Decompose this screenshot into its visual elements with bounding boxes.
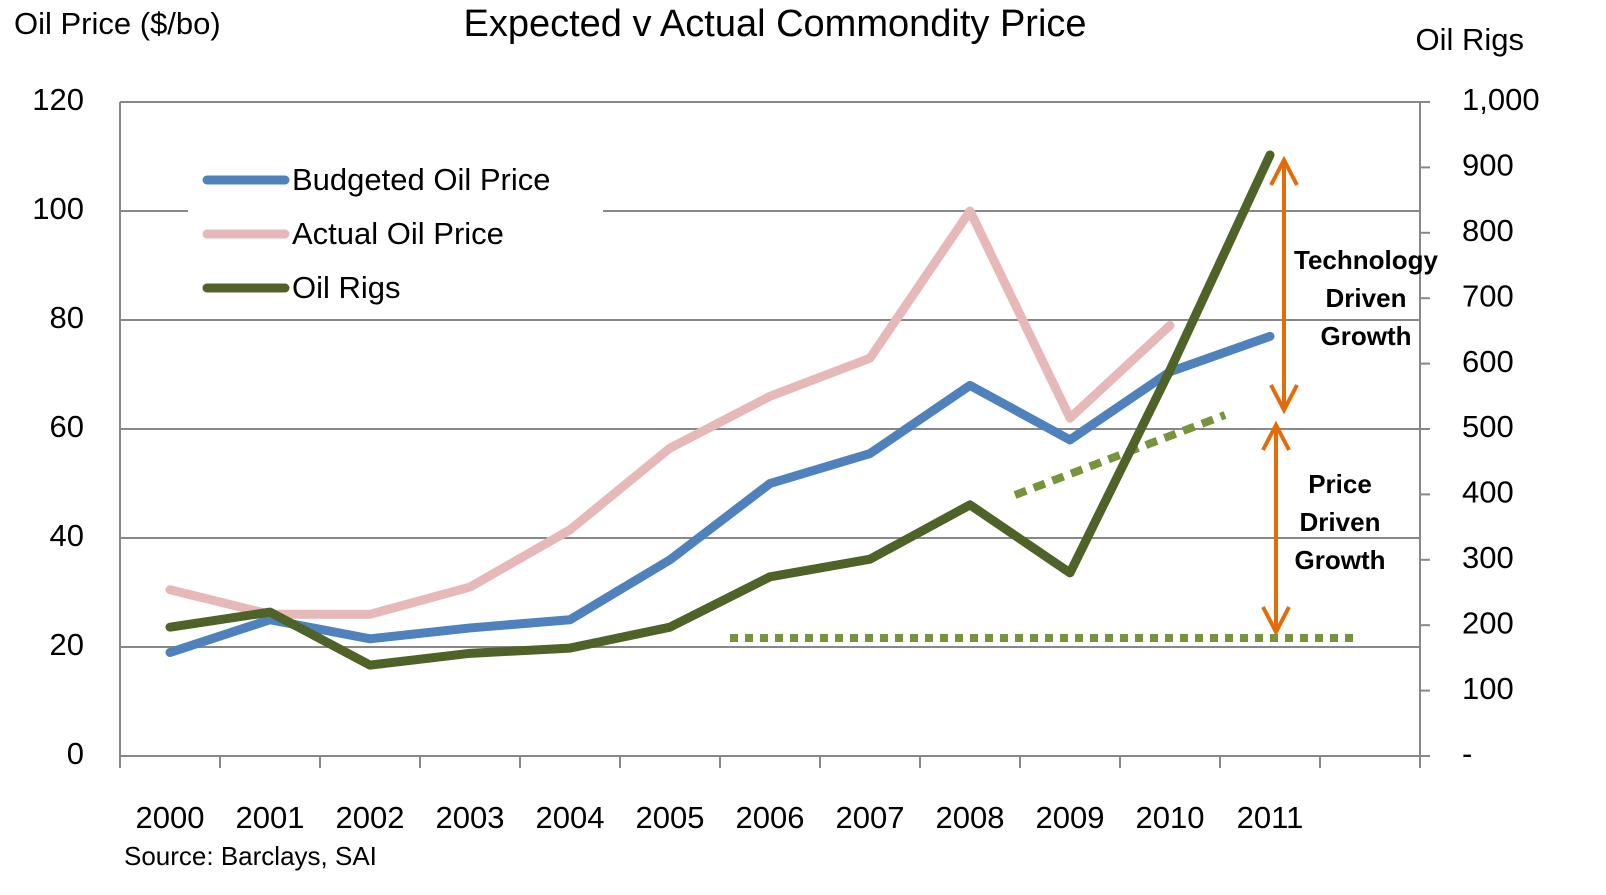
y2-tick-label: 400 [1462, 475, 1514, 510]
annotation-text: Driven [1300, 507, 1381, 537]
arrows [1261, 155, 1299, 637]
source-note: Source: Barclays, SAI [124, 841, 377, 871]
series-line [165, 150, 1275, 670]
x-tick-label: 2011 [1237, 800, 1304, 835]
y-tick-label: 80 [50, 300, 84, 335]
x-tick-label: 2010 [1136, 800, 1205, 835]
annotation-text: Technology [1294, 245, 1439, 275]
x-tick-label: 2006 [736, 800, 805, 835]
x-tick-label: 2001 [236, 800, 305, 835]
y2-tick-label: 200 [1462, 605, 1514, 640]
y-tick-label: 20 [50, 627, 84, 662]
y2-tick-label: 100 [1462, 671, 1514, 706]
arrow-head [1269, 155, 1299, 186]
legend-label: Budgeted Oil Price [292, 162, 550, 197]
y-tick-label: 0 [67, 736, 84, 771]
y2-tick-label: 300 [1462, 540, 1514, 575]
legend-label: Actual Oil Price [292, 216, 504, 251]
chart-title: Expected v Actual Commondity Price [463, 3, 1086, 45]
legend-label: Oil Rigs [292, 270, 401, 305]
y-tick-label: 100 [32, 191, 84, 226]
x-tick-label: 2007 [836, 800, 905, 835]
x-tick-label: 2005 [636, 800, 705, 835]
x-tick-label: 2002 [336, 800, 405, 835]
arrow-head [1261, 606, 1291, 637]
guide-lines [730, 411, 1355, 642]
x-tick-label: 2000 [136, 800, 205, 835]
y2-tick-label: 500 [1462, 409, 1514, 444]
series-line [165, 206, 1175, 619]
annotation-text: Growth [1295, 545, 1386, 575]
trend-guide [1013, 411, 1227, 499]
series-lines [165, 150, 1275, 670]
arrow-head [1261, 420, 1291, 451]
annotation-text: Price [1308, 469, 1372, 499]
y2-tick-label: 700 [1462, 278, 1514, 313]
legend: Budgeted Oil Price Actual Oil Price Oil Ri… [202, 162, 550, 305]
y2-tick-label: 1,000 [1462, 82, 1540, 117]
x-tick-label: 2003 [436, 800, 505, 835]
y-tick-label: 60 [50, 409, 84, 444]
x-tick-label: 2004 [536, 800, 605, 835]
annotation-text: Driven [1326, 283, 1407, 313]
x-tick-label: 2008 [936, 800, 1005, 835]
annotations: Technology Driven Growth Price Driven Growth [1294, 245, 1439, 575]
arrow-head [1269, 384, 1299, 415]
y-tick-label: 40 [50, 518, 84, 553]
y2-axis-label: Oil Rigs [1415, 22, 1524, 57]
y2-tick-label: 900 [1462, 148, 1514, 183]
y-axis-label: Oil Price ($/bo) [14, 6, 221, 41]
annotation-text: Growth [1321, 321, 1412, 351]
y-tick-label: 120 [32, 82, 84, 117]
series-line [165, 331, 1275, 657]
x-axis-ticks [119, 756, 1421, 768]
y2-tick-label: 600 [1462, 344, 1514, 379]
x-tick-label: 2009 [1036, 800, 1105, 835]
y2-tick-label: - [1462, 736, 1472, 771]
y2-tick-label: 800 [1462, 213, 1514, 248]
